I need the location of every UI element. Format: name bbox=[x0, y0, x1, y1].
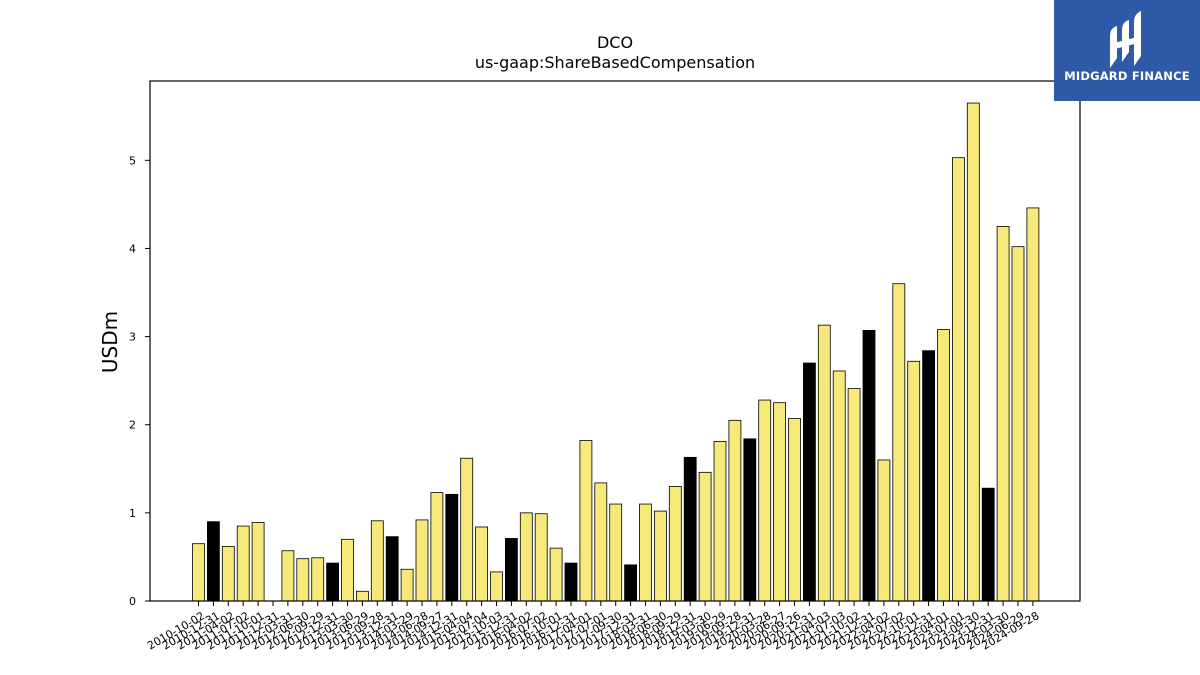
bar-2021-12-31 bbox=[862, 330, 876, 602]
bar-2020-09-26 bbox=[788, 418, 801, 602]
bar-2018-12-31 bbox=[683, 456, 697, 602]
bar-2023-04-01 bbox=[937, 329, 950, 602]
logo-mark-icon bbox=[1110, 11, 1141, 68]
bars-group bbox=[192, 102, 1040, 602]
bar-2017-04-01 bbox=[579, 440, 593, 602]
bar-2019-12-31 bbox=[743, 438, 757, 602]
bar-2024-06-29 bbox=[1011, 246, 1025, 602]
bar-2017-12-31 bbox=[624, 564, 637, 602]
bar-2017-07-01 bbox=[594, 482, 608, 602]
bar-2011-07-02 bbox=[236, 525, 250, 602]
chart-subtitle: us-gaap:ShareBasedCompensation bbox=[475, 53, 755, 72]
bar-2023-09-30 bbox=[966, 102, 980, 602]
bar-2015-10-03 bbox=[490, 571, 503, 602]
bar-2018-09-29 bbox=[668, 486, 682, 602]
bar-2016-10-01 bbox=[549, 547, 563, 602]
bar-2011-10-01 bbox=[251, 522, 265, 602]
bar-2011-04-02 bbox=[221, 545, 235, 602]
bar-2016-07-02 bbox=[534, 513, 548, 602]
chart-title: DCO bbox=[597, 33, 633, 52]
logo-text: MIDGARD FINANCE bbox=[1064, 69, 1190, 83]
bar-2014-06-28 bbox=[415, 519, 429, 602]
bar-2019-09-28 bbox=[728, 419, 742, 602]
bar-2014-09-27 bbox=[430, 492, 444, 602]
bar-2020-12-31 bbox=[803, 362, 816, 602]
bar-2020-03-28 bbox=[758, 399, 772, 602]
bar-2017-09-30 bbox=[609, 503, 623, 602]
bar-2015-07-04 bbox=[475, 526, 489, 602]
brand-logo: MIDGARD FINANCE bbox=[1054, 0, 1200, 101]
plot-frame bbox=[149, 80, 1081, 602]
y-axis: 0 1 2 3 4 5 bbox=[129, 154, 150, 608]
bar-2015-12-31 bbox=[504, 538, 518, 602]
bar-2019-06-29 bbox=[713, 441, 727, 602]
bar-2022-07-02 bbox=[892, 283, 906, 602]
bar-2014-03-29 bbox=[400, 568, 414, 602]
bar-2013-06-29 bbox=[355, 590, 369, 602]
bar-2021-04-03 bbox=[817, 324, 831, 602]
y-tick-label: 2 bbox=[129, 419, 136, 432]
y-tick-label: 3 bbox=[129, 331, 136, 344]
bar-2012-06-30 bbox=[296, 558, 310, 602]
bar-2024-03-30 bbox=[996, 226, 1010, 602]
bar-2013-12-31 bbox=[385, 536, 399, 602]
y-tick-label: 4 bbox=[129, 242, 136, 255]
x-axis: 2010-10-022010-12-312011-04-022011-07-02… bbox=[145, 601, 1041, 652]
bar-2014-12-31 bbox=[445, 493, 459, 602]
bar-2021-07-03 bbox=[832, 370, 846, 602]
bar-2023-07-01 bbox=[952, 157, 965, 602]
bar-2022-10-01 bbox=[907, 360, 921, 602]
bar-2022-04-02 bbox=[877, 459, 891, 602]
bar-2010-10-02 bbox=[192, 543, 205, 602]
bar-2016-04-02 bbox=[519, 512, 533, 602]
bar-2018-03-31 bbox=[639, 503, 652, 602]
bar-2024-09-28 bbox=[1026, 207, 1040, 602]
y-tick-label: 1 bbox=[129, 507, 136, 520]
bar-2012-09-29 bbox=[311, 557, 325, 602]
bar-2020-06-27 bbox=[773, 402, 786, 602]
bar-2013-03-30 bbox=[341, 538, 354, 602]
bar-2012-03-31 bbox=[281, 550, 295, 602]
bar-2019-03-30 bbox=[698, 471, 712, 602]
bar-2010-12-31 bbox=[206, 521, 220, 602]
bar-2021-10-02 bbox=[847, 388, 861, 602]
bar-2022-12-31 bbox=[922, 350, 935, 602]
y-tick-label: 5 bbox=[129, 154, 136, 167]
y-axis-label: USDm bbox=[98, 311, 122, 373]
y-tick-label: 0 bbox=[129, 595, 136, 608]
bar-2013-09-28 bbox=[370, 520, 384, 602]
bar-2016-12-31 bbox=[564, 562, 578, 602]
bar-2012-12-31 bbox=[326, 562, 340, 602]
bar-2015-04-04 bbox=[460, 457, 474, 602]
bar-2023-12-31 bbox=[981, 487, 995, 602]
bar-2018-06-30 bbox=[654, 510, 667, 602]
